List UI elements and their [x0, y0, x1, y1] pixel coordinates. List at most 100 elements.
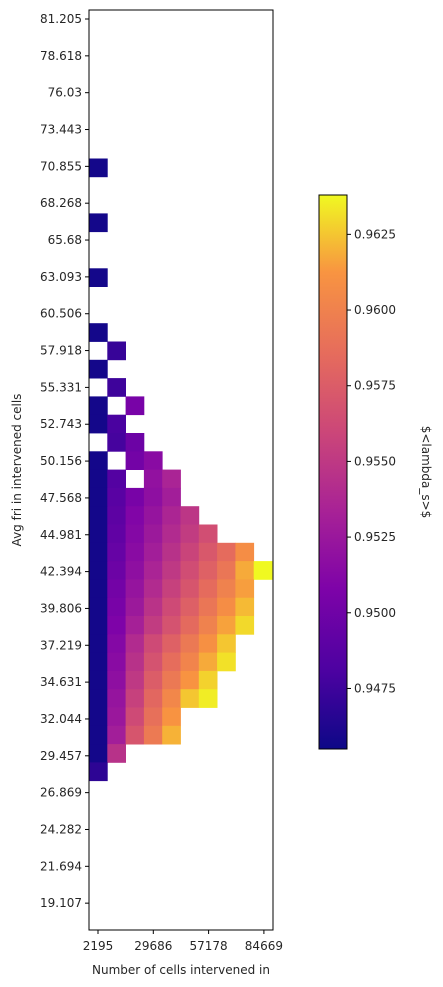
heatmap-cell — [198, 689, 218, 708]
heatmap-cell — [217, 597, 236, 617]
y-tick-label: 21.694 — [40, 859, 82, 873]
heatmap-cell — [217, 579, 236, 599]
heatmap-cell — [162, 652, 181, 672]
heatmap-cell — [162, 707, 181, 727]
y-tick-label: 42.394 — [40, 565, 82, 579]
heatmap-cell — [143, 670, 163, 690]
heatmap-cell — [107, 487, 126, 507]
heatmap-cell — [89, 414, 108, 434]
y-tick-label: 68.268 — [40, 196, 82, 210]
heatmap-cell — [235, 579, 255, 599]
colorbar-tick-label: 0.9600 — [354, 303, 396, 317]
x-axis-ticks: 2195 29686 57178 84669 — [83, 930, 283, 953]
heatmap-cell — [180, 561, 200, 580]
y-tick-label: 76.03 — [48, 86, 82, 100]
heatmap-cell — [125, 396, 145, 416]
y-tick-label: 70.855 — [40, 159, 82, 173]
heatmap-cell — [180, 524, 200, 544]
colorbar-tick-label: 0.9550 — [354, 454, 396, 468]
heatmap-cell — [89, 213, 108, 233]
heatmap-cell — [107, 616, 126, 635]
colorbar-tick-label: 0.9625 — [354, 227, 396, 241]
y-tick-label: 78.618 — [40, 49, 82, 63]
heatmap-cell — [198, 542, 218, 562]
heatmap-cell — [180, 597, 200, 617]
heatmap-cell — [162, 542, 181, 562]
heatmap-cell — [162, 634, 181, 653]
heatmap-cell — [125, 725, 145, 745]
heatmap-cell — [89, 725, 108, 745]
y-tick-label: 57.918 — [40, 344, 82, 358]
y-tick-label: 24.282 — [40, 822, 82, 836]
heatmap-cell — [162, 725, 181, 745]
y-tick-label: 19.107 — [40, 896, 82, 910]
heatmap-cell — [125, 597, 145, 617]
heatmap-cell — [89, 689, 108, 708]
y-tick-label: 29.457 — [40, 749, 82, 763]
colorbar-tick-label: 0.9500 — [354, 606, 396, 620]
heatmap-cell — [125, 670, 145, 690]
heatmap-cell — [143, 506, 163, 525]
heatmap-cell — [143, 524, 163, 544]
y-tick-label: 52.743 — [40, 417, 82, 431]
heatmap-cell — [198, 634, 218, 653]
heatmap-cell — [143, 487, 163, 507]
colorbar — [318, 194, 348, 750]
heatmap-cell — [143, 561, 163, 580]
plot-area-frame — [88, 9, 274, 931]
heatmap-cell — [125, 487, 145, 507]
heatmap-cells — [89, 158, 273, 782]
heatmap-cell — [180, 670, 200, 690]
heatmap-cell — [162, 487, 181, 507]
heatmap-cell — [125, 579, 145, 599]
heatmap-cell — [180, 579, 200, 599]
heatmap-cell — [143, 616, 163, 635]
heatmap-cell — [125, 707, 145, 727]
heatmap-cell — [125, 616, 145, 635]
heatmap-cell — [143, 451, 163, 470]
heatmap-cell — [89, 359, 108, 379]
x-tick-label: 29686 — [134, 939, 172, 953]
y-tick-label: 26.869 — [40, 786, 82, 800]
x-tick-label: 57178 — [190, 939, 228, 953]
y-tick-label: 32.044 — [40, 712, 82, 726]
y-axis-ticks: 81.205 78.618 76.03 73.443 70.855 68.268 65.68… — [40, 12, 89, 910]
heatmap-cell — [162, 506, 181, 525]
y-axis-label: Avg fri in intervened cells — [10, 394, 24, 547]
heatmap-cell — [253, 561, 273, 580]
colorbar-tick-label: 0.9525 — [354, 530, 396, 544]
heatmap-cell — [107, 561, 126, 580]
colorbar-tick-label: 0.9575 — [354, 379, 396, 393]
heatmap-cell — [198, 579, 218, 599]
heatmap-cell — [107, 524, 126, 544]
heatmap-cell — [162, 469, 181, 489]
y-tick-label: 50.156 — [40, 454, 82, 468]
heatmap-cell — [198, 616, 218, 635]
heatmap-cell — [89, 158, 108, 178]
heatmap-cell — [107, 469, 126, 489]
heatmap-cell — [143, 542, 163, 562]
heatmap-cell — [143, 469, 163, 489]
heatmap-cell — [107, 652, 126, 672]
heatmap-cell — [125, 652, 145, 672]
heatmap-cell — [198, 670, 218, 690]
colorbar-tick-label: 0.9475 — [354, 681, 396, 695]
heatmap-cell — [89, 597, 108, 617]
heatmap-cell — [198, 561, 218, 580]
heatmap-cell — [143, 579, 163, 599]
y-tick-label: 65.68 — [48, 233, 82, 247]
heatmap-cell — [107, 433, 126, 452]
heatmap-cell — [162, 597, 181, 617]
heatmap-cell — [107, 414, 126, 434]
heatmap-cell — [89, 579, 108, 599]
heatmap-cell — [235, 561, 255, 580]
y-tick-label: 44.981 — [40, 528, 82, 542]
heatmap-cell — [162, 561, 181, 580]
heatmap-cell — [125, 542, 145, 562]
y-tick-label: 39.806 — [40, 601, 82, 615]
heatmap-cell — [180, 542, 200, 562]
heatmap-cell — [162, 616, 181, 635]
heatmap-cell — [143, 689, 163, 708]
x-axis-label: Number of cells intervened in — [92, 963, 270, 977]
